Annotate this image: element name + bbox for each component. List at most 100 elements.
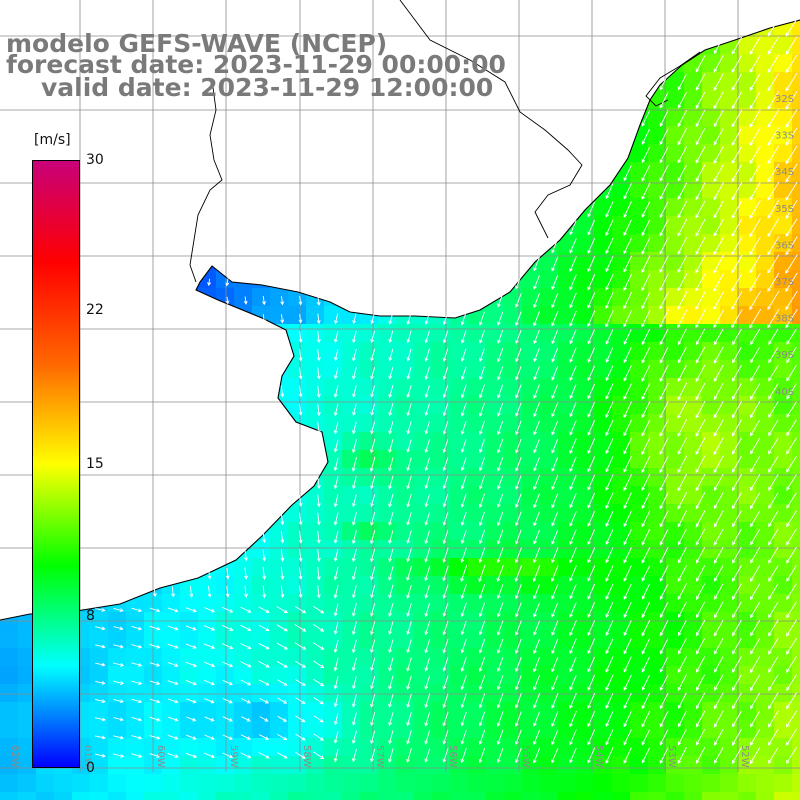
- wind-arrow: [388, 621, 394, 635]
- wind-cell: [396, 342, 415, 361]
- wind-cell: [702, 576, 721, 595]
- wind-arrow: [677, 510, 687, 528]
- wind-cell: [504, 540, 523, 559]
- wind-cell: [756, 180, 775, 199]
- wind-cell: [18, 666, 37, 685]
- wind-arrow: [203, 661, 216, 668]
- wind-cell: [468, 774, 487, 793]
- wind-cell: [252, 774, 271, 793]
- wind-cell: [126, 774, 145, 793]
- wind-cell: [324, 756, 343, 775]
- wind-arrow: [112, 753, 125, 758]
- wind-cell: [504, 756, 523, 775]
- wind-arrow: [240, 606, 252, 613]
- wind-arrow: [641, 547, 651, 564]
- wind-cell: [396, 414, 415, 433]
- wind-cell: [684, 702, 703, 721]
- wind-arrow: [186, 734, 197, 740]
- wind-arrow: [316, 548, 321, 562]
- wind-arrow: [388, 512, 394, 526]
- wind-cell: [360, 522, 379, 541]
- wind-cell: [486, 648, 505, 667]
- wind-arrow: [569, 329, 577, 345]
- wind-cell: [720, 414, 739, 433]
- wind-arrow: [333, 694, 339, 708]
- wind-cell: [216, 630, 235, 649]
- wind-cell: [666, 684, 685, 703]
- wind-arrow: [731, 437, 742, 455]
- wind-cell: [342, 324, 361, 343]
- wind-arrow: [623, 602, 632, 618]
- wind-cell: [18, 756, 37, 775]
- wind-cell: [774, 486, 793, 505]
- wind-arrow: [713, 437, 724, 456]
- wind-cell: [594, 396, 613, 415]
- wind-cell: [648, 216, 667, 235]
- wind-arrow: [605, 383, 614, 400]
- wind-cell: [360, 396, 379, 415]
- wind-arrow: [113, 735, 125, 740]
- wind-cell: [522, 684, 541, 703]
- wind-arrow: [497, 348, 504, 363]
- wind-cell: [450, 738, 469, 757]
- wind-cell: [540, 540, 559, 559]
- wind-arrow: [406, 639, 412, 654]
- wind-arrow: [732, 710, 742, 728]
- wind-arrow: [460, 565, 468, 583]
- wind-cell: [54, 774, 73, 793]
- wind-cell: [504, 468, 523, 487]
- wind-arrow: [786, 565, 797, 582]
- wind-cell: [648, 360, 667, 379]
- wind-arrow: [749, 308, 762, 329]
- wind-cell: [342, 774, 361, 793]
- wind-cell: [738, 126, 757, 145]
- wind-arrow: [442, 457, 449, 472]
- wind-arrow: [277, 734, 288, 741]
- longitude-labels: 62W 61W 60W 59W 58W 57W 56W 55W 54W 53W 52W: [9, 745, 750, 768]
- wind-arrow: [424, 584, 431, 599]
- wind-arrow: [131, 662, 143, 667]
- wind-cell: [396, 666, 415, 685]
- wind-cell: [720, 342, 739, 361]
- wind-cell: [270, 306, 289, 325]
- wind-arrow: [352, 421, 357, 435]
- wind-arrow: [551, 274, 559, 290]
- wind-cell: [324, 414, 343, 433]
- wind-arrow: [515, 366, 522, 381]
- wind-arrow: [551, 238, 559, 254]
- wind-arrow: [460, 384, 467, 399]
- wind-arrow: [316, 367, 321, 380]
- wind-arrow: [186, 698, 197, 704]
- wind-cell: [216, 594, 235, 613]
- wind-cell: [648, 126, 667, 145]
- wind-cell: [234, 702, 253, 721]
- wind-cell: [198, 792, 217, 800]
- wind-cell: [378, 342, 397, 361]
- wind-cell: [288, 792, 307, 800]
- wind-arrow: [659, 146, 669, 164]
- wind-cell: [792, 90, 800, 109]
- wind-cell: [612, 288, 631, 307]
- wind-cell: [666, 216, 685, 235]
- wind-cell: [702, 342, 721, 361]
- wind-arrow: [785, 181, 798, 201]
- wind-cell: [324, 702, 343, 721]
- wind-cell: [162, 666, 181, 685]
- wind-arrow: [623, 692, 632, 709]
- wind-arrow: [641, 747, 651, 764]
- wind-cell: [792, 252, 800, 271]
- wind-cell: [0, 684, 19, 703]
- wind-cell: [486, 468, 505, 487]
- wind-cell: [288, 720, 307, 739]
- wind-arrow: [786, 546, 797, 564]
- wind-arrow: [532, 747, 541, 764]
- wind-cell: [486, 486, 505, 505]
- wind-arrow: [713, 146, 724, 164]
- wind-cell: [720, 774, 739, 793]
- wind-arrow: [623, 201, 632, 218]
- wind-cell: [774, 234, 793, 253]
- wind-arrow: [749, 290, 761, 311]
- wind-cell: [396, 486, 415, 505]
- wind-arrow: [785, 145, 798, 165]
- wind-arrow: [496, 547, 504, 564]
